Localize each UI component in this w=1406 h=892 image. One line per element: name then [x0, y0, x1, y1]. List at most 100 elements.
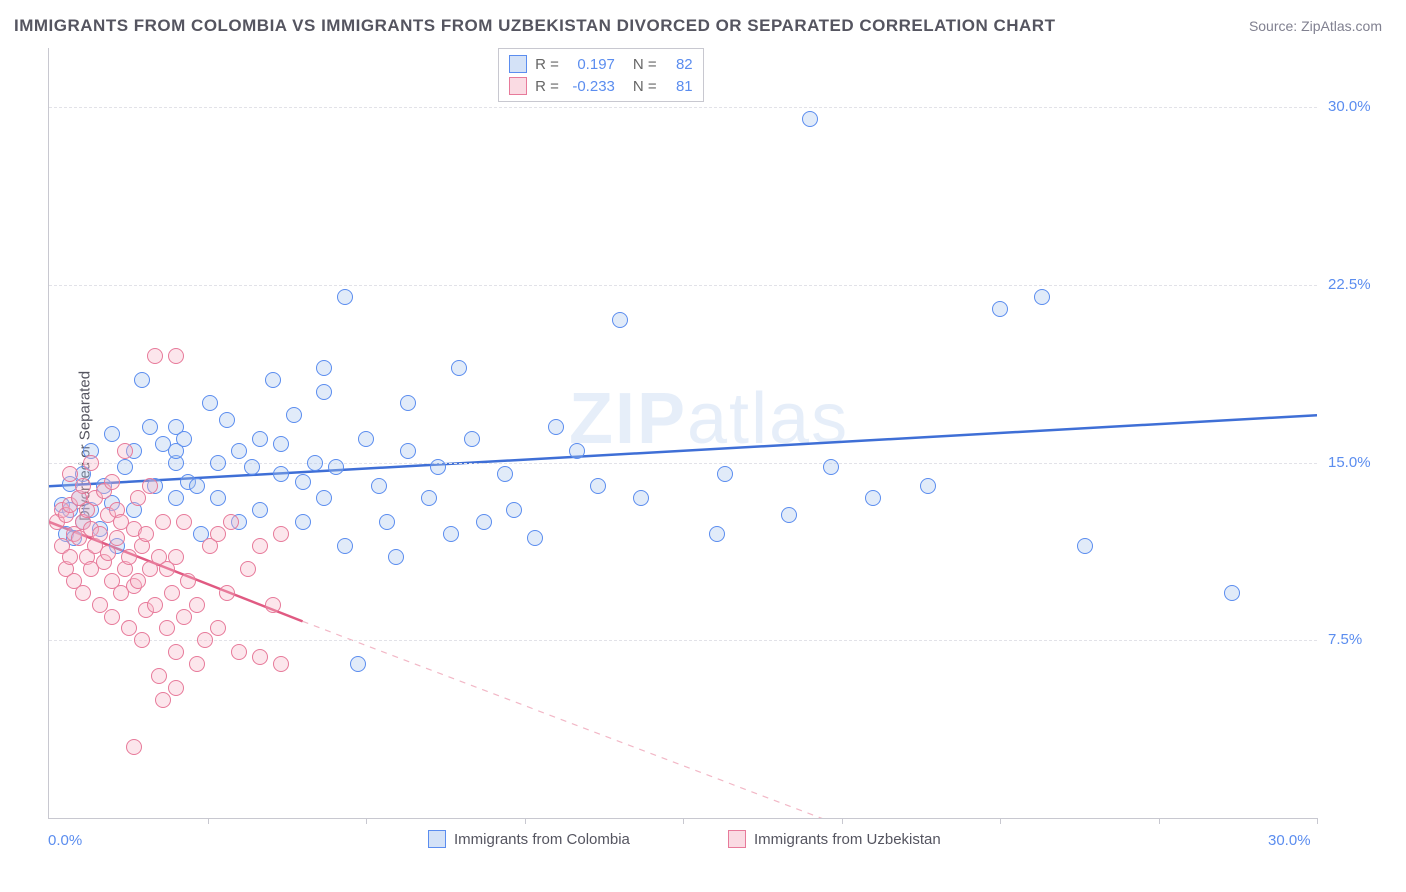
legend-series-label: Immigrants from Colombia: [454, 831, 630, 848]
data-point: [379, 514, 395, 530]
trend-line: [303, 621, 852, 818]
data-point: [252, 649, 268, 665]
data-point: [240, 561, 256, 577]
data-point: [210, 455, 226, 471]
data-point: [189, 478, 205, 494]
legend-r-label: R =: [535, 56, 559, 73]
x-tick: [366, 818, 367, 824]
gridline: [49, 640, 1317, 641]
legend-swatch: [428, 830, 446, 848]
y-tick-label: 7.5%: [1328, 631, 1362, 648]
x-tick: [1159, 818, 1160, 824]
data-point: [569, 443, 585, 459]
data-point: [62, 466, 78, 482]
data-point: [464, 431, 480, 447]
plot-area: ZIPatlas: [48, 48, 1317, 819]
data-point: [147, 348, 163, 364]
data-point: [134, 632, 150, 648]
data-point: [252, 538, 268, 554]
data-point: [337, 289, 353, 305]
data-point: [1034, 289, 1050, 305]
data-point: [286, 407, 302, 423]
data-point: [316, 490, 332, 506]
data-point: [126, 739, 142, 755]
legend-swatch: [509, 55, 527, 73]
data-point: [62, 549, 78, 565]
legend-r-value: -0.233: [567, 78, 615, 95]
data-point: [709, 526, 725, 542]
data-point: [202, 395, 218, 411]
data-point: [265, 372, 281, 388]
data-point: [1224, 585, 1240, 601]
series-legend-item: Immigrants from Colombia: [428, 830, 630, 848]
data-point: [176, 514, 192, 530]
data-point: [451, 360, 467, 376]
x-tick: [842, 818, 843, 824]
watermark: ZIPatlas: [569, 378, 849, 460]
data-point: [142, 419, 158, 435]
legend-row: R =-0.233N =81: [509, 75, 693, 97]
legend-n-value: 81: [665, 78, 693, 95]
data-point: [992, 301, 1008, 317]
data-point: [189, 597, 205, 613]
data-point: [134, 372, 150, 388]
data-point: [295, 474, 311, 490]
data-point: [497, 466, 513, 482]
data-point: [219, 412, 235, 428]
data-point: [1077, 538, 1093, 554]
data-point: [121, 549, 137, 565]
source-attribution: Source: ZipAtlas.com: [1249, 18, 1382, 34]
data-point: [92, 526, 108, 542]
series-legend-item: Immigrants from Uzbekistan: [728, 830, 941, 848]
legend-n-label: N =: [633, 56, 657, 73]
data-point: [168, 680, 184, 696]
data-point: [142, 478, 158, 494]
data-point: [781, 507, 797, 523]
legend-n-value: 82: [665, 56, 693, 73]
data-point: [197, 632, 213, 648]
data-point: [180, 573, 196, 589]
data-point: [316, 360, 332, 376]
legend-swatch: [728, 830, 746, 848]
gridline: [49, 463, 1317, 464]
data-point: [590, 478, 606, 494]
data-point: [865, 490, 881, 506]
legend-series-label: Immigrants from Uzbekistan: [754, 831, 941, 848]
data-point: [210, 620, 226, 636]
trend-lines-layer: [49, 48, 1317, 818]
data-point: [219, 585, 235, 601]
data-point: [189, 656, 205, 672]
data-point: [421, 490, 437, 506]
data-point: [476, 514, 492, 530]
data-point: [117, 459, 133, 475]
data-point: [430, 459, 446, 475]
data-point: [527, 530, 543, 546]
data-point: [388, 549, 404, 565]
data-point: [295, 514, 311, 530]
data-point: [443, 526, 459, 542]
data-point: [121, 620, 137, 636]
data-point: [307, 455, 323, 471]
data-point: [252, 431, 268, 447]
data-point: [316, 384, 332, 400]
legend-swatch: [509, 77, 527, 95]
data-point: [802, 111, 818, 127]
data-point: [151, 668, 167, 684]
data-point: [328, 459, 344, 475]
x-tick: [1317, 818, 1318, 824]
data-point: [210, 526, 226, 542]
data-point: [823, 459, 839, 475]
data-point: [83, 455, 99, 471]
data-point: [117, 443, 133, 459]
data-point: [273, 436, 289, 452]
data-point: [920, 478, 936, 494]
data-point: [612, 312, 628, 328]
data-point: [104, 609, 120, 625]
x-tick: [1000, 818, 1001, 824]
watermark-bold: ZIP: [569, 379, 687, 459]
data-point: [92, 597, 108, 613]
data-point: [717, 466, 733, 482]
data-point: [273, 466, 289, 482]
data-point: [273, 656, 289, 672]
watermark-light: atlas: [687, 379, 849, 459]
